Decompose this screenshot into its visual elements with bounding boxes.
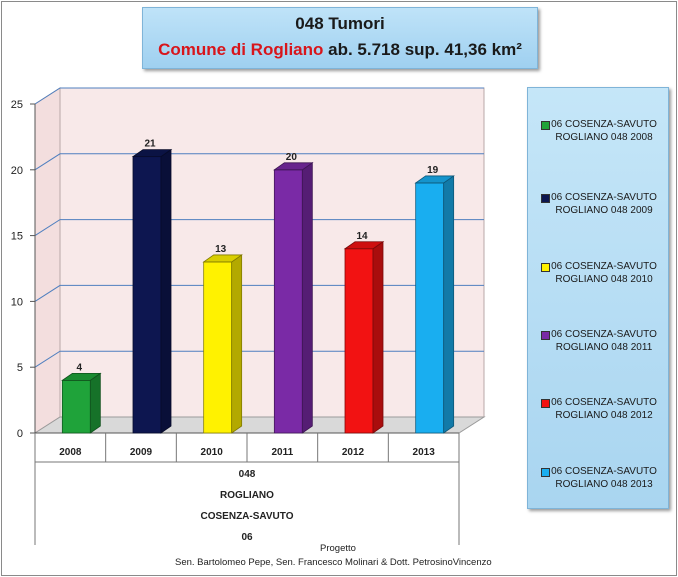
x-tick-label: 2009 bbox=[130, 447, 153, 458]
bar-top bbox=[131, 149, 173, 158]
side-wall bbox=[34, 87, 61, 434]
y-tick-label: 15 bbox=[11, 231, 23, 243]
bar-front bbox=[415, 182, 445, 434]
bar-top bbox=[61, 372, 102, 381]
x-tick-label: 2008 bbox=[59, 447, 82, 458]
y-tick-label: 5 bbox=[17, 362, 23, 374]
category-group-label: 048 bbox=[239, 469, 256, 480]
bar bbox=[414, 175, 455, 434]
x-tick-label: 2013 bbox=[413, 447, 436, 458]
x-tick-label: 2010 bbox=[201, 447, 224, 458]
comune-stats: ab. 5.718 sup. 41,36 km² bbox=[328, 40, 522, 59]
bar-top bbox=[202, 254, 243, 263]
bar bbox=[273, 162, 314, 434]
bar-side bbox=[372, 240, 384, 434]
legend-item: 06 COSENZA-SAVUTO ROGLIANO 048 2009 bbox=[534, 191, 666, 217]
legend-label: ROGLIANO 048 2012 bbox=[555, 410, 653, 421]
bar-front bbox=[273, 169, 303, 434]
legend-label: 06 COSENZA-SAVUTO bbox=[551, 192, 657, 203]
bar-front bbox=[203, 261, 233, 434]
legend-item: 06 COSENZA-SAVUTO ROGLIANO 048 2013 bbox=[534, 465, 666, 491]
y-tick-label: 25 bbox=[11, 99, 23, 111]
legend-swatch bbox=[541, 331, 550, 340]
bar-side bbox=[160, 148, 172, 434]
bar-front bbox=[344, 248, 374, 434]
category-group-label: COSENZA-SAVUTO bbox=[201, 511, 294, 522]
footer-authors: Sen. Bartolomeo Pepe, Sen. Francesco Mol… bbox=[175, 557, 492, 568]
legend-item: 06 COSENZA-SAVUTO ROGLIANO 048 2011 bbox=[534, 328, 666, 354]
bar bbox=[131, 148, 173, 434]
legend-label: 06 COSENZA-SAVUTO bbox=[551, 466, 657, 477]
y-tick-label: 20 bbox=[11, 165, 23, 177]
chart-legend: 06 COSENZA-SAVUTO ROGLIANO 048 2008 06 COS… bbox=[527, 87, 669, 509]
legend-label: 06 COSENZA-SAVUTO bbox=[551, 329, 657, 340]
bar-front bbox=[132, 156, 162, 434]
y-tick-label: 0 bbox=[17, 428, 23, 440]
bar-top bbox=[343, 241, 385, 250]
data-label: 4 bbox=[77, 362, 83, 373]
gridline bbox=[34, 284, 484, 302]
legend-label: ROGLIANO 048 2011 bbox=[555, 342, 653, 353]
legend-swatch bbox=[541, 263, 550, 272]
chart-subtitle: Comune di Rogliano ab. 5.718 sup. 41,36 … bbox=[143, 40, 537, 60]
data-label: 13 bbox=[215, 244, 227, 255]
chart-title-box: 048 Tumori Comune di Rogliano ab. 5.718 … bbox=[142, 7, 538, 69]
category-group-label: 06 bbox=[241, 532, 253, 543]
bar-side bbox=[301, 162, 313, 434]
legend-item: 06 COSENZA-SAVUTO ROGLIANO 048 2008 bbox=[534, 118, 666, 144]
legend-label: 06 COSENZA-SAVUTO bbox=[551, 397, 657, 408]
legend-label: 06 COSENZA-SAVUTO bbox=[551, 261, 657, 272]
bar-top bbox=[273, 162, 314, 171]
legend-label: ROGLIANO 048 2013 bbox=[555, 479, 653, 490]
data-label: 14 bbox=[356, 231, 368, 242]
footer-progetto: Progetto bbox=[320, 543, 356, 554]
data-label: 19 bbox=[427, 165, 439, 176]
gridline bbox=[34, 219, 484, 237]
legend-item: 06 COSENZA-SAVUTO ROGLIANO 048 2010 bbox=[534, 260, 666, 286]
bar-side bbox=[443, 175, 455, 434]
x-tick-label: 2012 bbox=[342, 447, 365, 458]
bar bbox=[61, 372, 102, 434]
legend-swatch bbox=[541, 194, 550, 203]
bar bbox=[202, 254, 243, 434]
data-label: 21 bbox=[144, 139, 156, 150]
legend-swatch bbox=[541, 121, 550, 130]
bar-front bbox=[61, 379, 91, 434]
legend-swatch bbox=[541, 399, 550, 408]
gridline bbox=[34, 153, 484, 171]
legend-label: ROGLIANO 048 2008 bbox=[555, 132, 653, 143]
x-tick-label: 2011 bbox=[271, 447, 293, 458]
data-label: 20 bbox=[286, 152, 298, 163]
comune-name: Comune di Rogliano bbox=[158, 40, 324, 59]
legend-item: 06 COSENZA-SAVUTO ROGLIANO 048 2012 bbox=[534, 396, 666, 422]
bar-side bbox=[231, 254, 243, 434]
category-group-label: ROGLIANO bbox=[220, 490, 274, 501]
legend-label: ROGLIANO 048 2010 bbox=[555, 274, 653, 285]
legend-swatch bbox=[541, 468, 550, 477]
legend-label: 06 COSENZA-SAVUTO bbox=[551, 119, 657, 130]
bar-top bbox=[414, 175, 455, 184]
legend-label: ROGLIANO 048 2009 bbox=[555, 205, 653, 216]
y-tick-label: 10 bbox=[11, 296, 23, 308]
gridline bbox=[34, 350, 484, 368]
bar-side bbox=[89, 372, 101, 434]
chart-title: 048 Tumori bbox=[295, 14, 385, 33]
bar bbox=[343, 240, 385, 434]
gridline bbox=[34, 87, 484, 105]
